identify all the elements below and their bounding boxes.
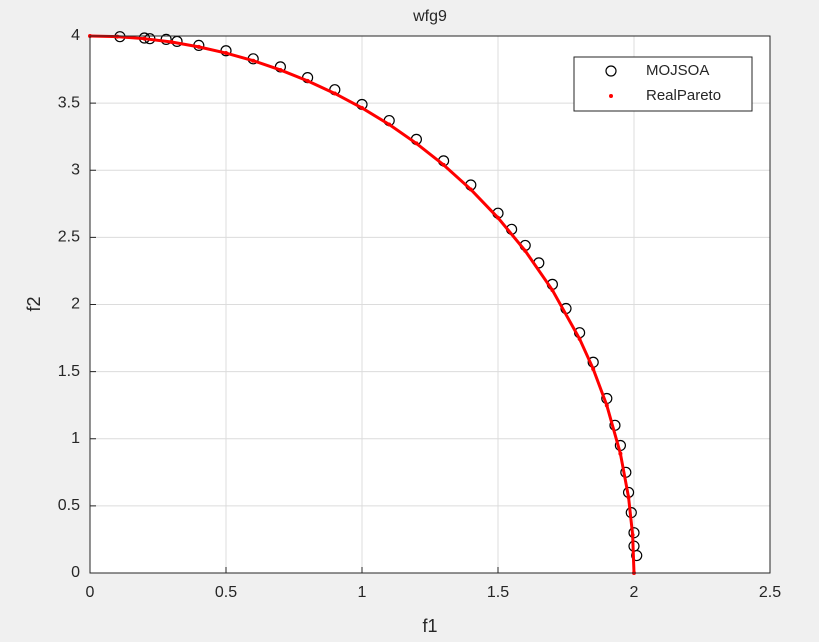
point	[626, 495, 631, 500]
y-tick-label: 1.5	[58, 363, 80, 380]
point	[441, 162, 446, 167]
y-tick-label: 4	[71, 27, 80, 44]
point	[468, 187, 473, 192]
point	[414, 141, 419, 146]
point	[618, 451, 623, 456]
legend-box	[573, 56, 753, 112]
axes-box	[89, 35, 771, 574]
point	[630, 533, 635, 538]
marks	[88, 31, 643, 575]
x-tick-label: 1.5	[487, 584, 509, 601]
point	[169, 40, 174, 45]
y-tick-label: 2	[71, 296, 80, 313]
legend-marker	[609, 94, 613, 98]
y-tick-label: 2.5	[58, 229, 80, 246]
point	[577, 336, 582, 341]
x-tick-label: 0.5	[215, 584, 237, 601]
point	[115, 34, 120, 39]
point	[142, 36, 147, 41]
legend-label: RealPareto	[646, 87, 721, 104]
x-tick-label: 0	[86, 584, 95, 601]
chart-title: wfg9	[412, 8, 447, 25]
y-tick-label: 3.5	[58, 94, 80, 111]
point	[604, 403, 609, 408]
point	[591, 366, 596, 371]
point	[550, 288, 555, 293]
y-tick-label: 0	[71, 564, 80, 581]
point	[332, 91, 337, 96]
y-tick-label: 3	[71, 161, 80, 178]
point	[305, 78, 310, 83]
point	[631, 549, 643, 562]
x-axis-label: f1	[422, 616, 437, 636]
point	[251, 58, 256, 63]
legend: MOJSOA RealPareto	[573, 56, 753, 112]
x-tick-label: 2.5	[759, 584, 781, 601]
x-tick-label: 1	[358, 584, 367, 601]
point	[278, 67, 283, 72]
y-tick-label: 1	[71, 430, 80, 447]
point	[496, 215, 500, 220]
point	[523, 248, 528, 253]
legend-label: MOJSOA	[646, 62, 709, 79]
point	[196, 44, 201, 49]
y-tick-label: 0.5	[58, 497, 80, 514]
point	[387, 122, 392, 127]
point	[224, 51, 228, 56]
x-tick-label: 2	[630, 584, 639, 601]
point	[360, 105, 364, 110]
y-axis-label: f2	[24, 296, 44, 311]
legend-marker	[605, 65, 617, 77]
